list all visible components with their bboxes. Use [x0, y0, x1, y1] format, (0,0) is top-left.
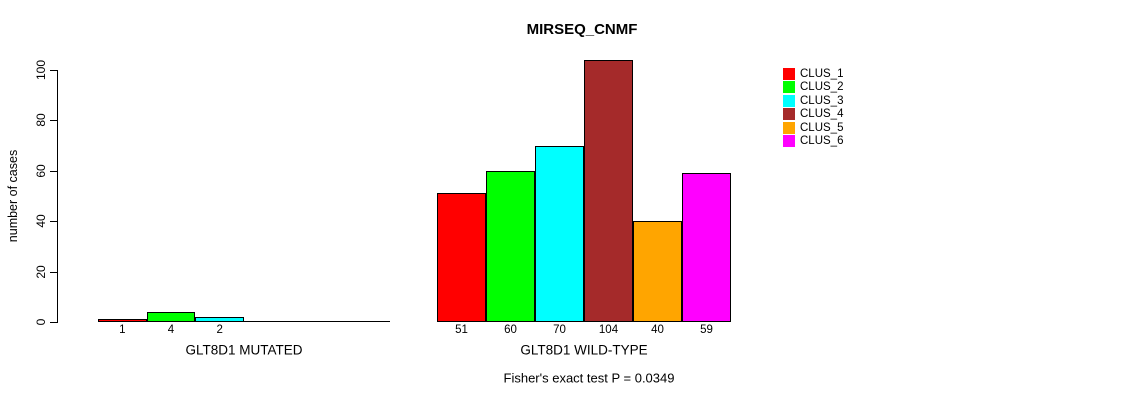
annotation-fisher-test: Fisher's exact test P = 0.0349 — [503, 370, 675, 386]
y-axis-tick — [50, 171, 57, 172]
legend-row: CLUS_2 — [783, 81, 843, 95]
legend-label: CLUS_3 — [800, 94, 844, 107]
legend-row: CLUS_6 — [783, 135, 843, 149]
legend-label: CLUS_4 — [800, 108, 844, 121]
group-label: GLT8D1 MUTATED — [185, 342, 303, 358]
bar-clus_1 — [437, 193, 486, 322]
y-axis-tick-label: 80 — [34, 113, 48, 127]
bar-clus_3 — [195, 317, 244, 322]
legend-row: CLUS_3 — [783, 94, 843, 108]
y-axis-tick-label: 100 — [34, 59, 48, 81]
y-axis-tick-label: 60 — [34, 164, 48, 178]
bar-clus_5 — [633, 221, 682, 322]
y-axis-tick-label: 40 — [34, 214, 48, 228]
legend-swatch-clus_5 — [783, 121, 795, 134]
legend-row: CLUS_5 — [783, 121, 843, 135]
legend: CLUS_1 CLUS_2 CLUS_3 CLUS_4 CLUS_5 CLUS_6 — [783, 67, 843, 148]
y-axis-tick — [50, 120, 57, 121]
y-axis-line — [57, 70, 58, 323]
legend-label: CLUS_5 — [800, 121, 844, 134]
y-axis-tick — [50, 221, 57, 222]
y-axis-tick — [50, 272, 57, 273]
legend-swatch-clus_1 — [783, 67, 795, 80]
legend-label: CLUS_2 — [800, 81, 844, 94]
bar-value-label: 1 — [119, 324, 126, 336]
legend-label: CLUS_6 — [800, 135, 844, 148]
bar-value-label: 70 — [553, 324, 566, 336]
group-label: GLT8D1 WILD-TYPE — [520, 342, 648, 358]
chart-title: MIRSEQ_CNMF — [526, 21, 638, 38]
bar-clus_2 — [486, 171, 535, 322]
bar-value-label: 59 — [700, 324, 713, 336]
legend-label: CLUS_1 — [800, 67, 844, 80]
y-axis-tick — [50, 70, 57, 71]
bar-clus_3 — [535, 146, 584, 322]
bar-clus_6 — [682, 173, 731, 322]
bar-value-label: 60 — [504, 324, 517, 336]
legend-swatch-clus_2 — [783, 81, 795, 94]
bar-value-label: 51 — [455, 324, 468, 336]
bar-value-label: 4 — [167, 324, 175, 336]
bar-value-label: 2 — [216, 324, 223, 336]
legend-row: CLUS_4 — [783, 108, 843, 122]
legend-swatch-clus_4 — [783, 108, 795, 121]
bar-clus_1 — [98, 319, 147, 322]
legend-swatch-clus_3 — [783, 94, 795, 107]
x-axis-baseline — [98, 321, 391, 322]
y-axis-tick-label: 0 — [34, 318, 48, 326]
y-axis-tick-label: 20 — [34, 265, 48, 279]
legend-row: CLUS_1 — [783, 67, 843, 81]
bar-value-label: 104 — [598, 324, 619, 336]
bar-clus_2 — [146, 312, 196, 322]
y-axis-tick — [50, 322, 57, 323]
legend-swatch-clus_6 — [783, 135, 795, 148]
bar-value-label: 40 — [651, 324, 664, 336]
bar-clus_4 — [584, 60, 633, 322]
